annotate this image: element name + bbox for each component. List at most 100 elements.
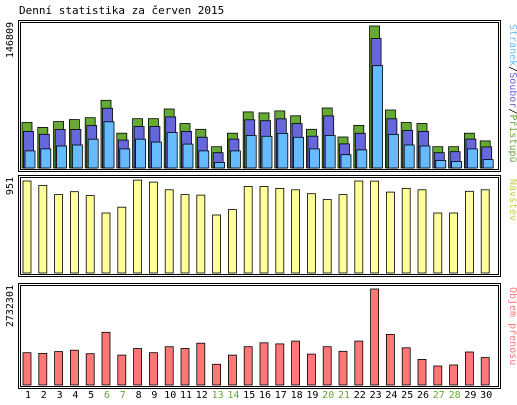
bar-hits-str-nek-25 xyxy=(403,144,415,169)
panel-frame xyxy=(18,20,501,172)
bar-visits-22 xyxy=(354,180,364,274)
bar-hits-str-nek-9 xyxy=(150,141,162,169)
bar-visits-14 xyxy=(227,209,237,274)
x-tick-label-27: 27 xyxy=(433,390,445,401)
y-max-label: 2732301 xyxy=(5,285,16,327)
legend-entry: Přístupů xyxy=(507,114,517,162)
bar-volume-5 xyxy=(85,353,95,386)
bar-volume-6 xyxy=(101,331,111,386)
bar-volume-15 xyxy=(243,346,253,386)
bar-visits-11 xyxy=(180,194,190,274)
legend-visits: Návštěv xyxy=(507,179,517,221)
bar-hits-str-nek-12 xyxy=(198,150,210,169)
bar-hits-str-nek-2 xyxy=(40,148,52,169)
bar-hits-str-nek-30 xyxy=(482,159,494,169)
x-axis-day-labels: 1 2 3 4 5 6 7 8 9 10 11 12 13 14 15 16 17 18 19 20 21 22 23 24 2… xyxy=(25,390,492,401)
bar-volume-14 xyxy=(227,354,237,386)
panel-visits: 951 Návštěv xyxy=(5,175,517,277)
bar-hits-str-nek-14 xyxy=(229,150,241,169)
bar-volume-20 xyxy=(322,346,332,386)
bar-visits-9 xyxy=(148,181,158,274)
x-tick-label-5: 5 xyxy=(88,390,94,401)
x-tick-label-23: 23 xyxy=(370,390,382,401)
bar-volume-17 xyxy=(275,343,285,386)
bar-volume-10 xyxy=(164,346,174,386)
x-tick-label-15: 15 xyxy=(243,390,255,401)
bar-visits-23 xyxy=(370,180,380,274)
x-tick-label-1: 1 xyxy=(25,390,31,401)
bar-hits-str-nek-24 xyxy=(387,133,399,169)
x-tick-label-20: 20 xyxy=(322,390,334,401)
x-tick-label-25: 25 xyxy=(401,390,413,401)
panel-inner-frame xyxy=(20,285,499,387)
bar-volume-4 xyxy=(70,349,79,386)
bar-hits-str-nek-23 xyxy=(372,65,384,169)
bar-volume-12 xyxy=(196,342,206,386)
y-max-label: 951 xyxy=(5,177,16,195)
bar-hits-str-nek-7 xyxy=(119,148,131,169)
bar-visits-26 xyxy=(417,189,427,274)
bar-volume-11 xyxy=(180,348,190,386)
panel-hits: 146809 Stránek/Soubor/Přístupů xyxy=(5,20,517,172)
bar-visits-13 xyxy=(212,214,222,274)
bar-hits-str-nek-4 xyxy=(72,144,83,169)
bar-visits-17 xyxy=(275,187,285,274)
bar-hits-str-nek-21 xyxy=(340,154,352,169)
bar-visits-29 xyxy=(464,190,474,274)
bar-visits-19 xyxy=(306,193,316,274)
bar-visits-18 xyxy=(291,189,301,274)
bar-visits-8 xyxy=(133,179,143,274)
x-tick-label-2: 2 xyxy=(41,390,47,401)
bar-volume-22 xyxy=(354,340,364,386)
x-tick-label-17: 17 xyxy=(275,390,287,401)
panel-inner-frame xyxy=(20,177,499,275)
bar-hits-str-nek-5 xyxy=(87,138,99,169)
x-tick-label-18: 18 xyxy=(291,390,303,401)
bar-hits-str-nek-22 xyxy=(356,149,368,169)
bar-volume-8 xyxy=(133,348,143,386)
bar-hits-str-nek-19 xyxy=(308,148,320,169)
x-tick-label-16: 16 xyxy=(259,390,271,401)
x-tick-label-26: 26 xyxy=(417,390,429,401)
bar-hits-str-nek-8 xyxy=(135,138,147,169)
bar-visits-15 xyxy=(243,185,253,274)
bar-hits-str-nek-10 xyxy=(166,132,178,169)
bar-visits-2 xyxy=(38,185,48,274)
bar-hits-str-nek-15 xyxy=(245,134,257,169)
x-tick-label-13: 13 xyxy=(212,390,224,401)
bar-hits-str-nek-11 xyxy=(182,143,194,169)
bar-visits-21 xyxy=(338,194,348,274)
panel-frame xyxy=(18,175,501,277)
bar-visits-16 xyxy=(259,185,269,274)
x-tick-label-30: 30 xyxy=(480,390,492,401)
bar-volume-9 xyxy=(148,352,158,386)
x-tick-label-29: 29 xyxy=(464,390,476,401)
bar-hits-str-nek-17 xyxy=(277,132,289,169)
bar-hits-str-nek-3 xyxy=(56,145,67,169)
chart-title: Denní statistika za červen 2015 xyxy=(19,4,224,17)
legend-hits: Stránek/Soubor/Přístupů xyxy=(507,24,517,163)
x-tick-label-11: 11 xyxy=(180,390,192,401)
bar-volume-19 xyxy=(306,353,316,386)
bar-volume-3 xyxy=(54,351,63,386)
bar-volume-16 xyxy=(259,342,269,386)
bar-hits-str-nek-16 xyxy=(261,135,273,169)
legend-entry: Stránek xyxy=(507,24,517,66)
x-tick-label-8: 8 xyxy=(136,390,142,401)
x-tick-label-14: 14 xyxy=(227,390,239,401)
x-tick-label-3: 3 xyxy=(57,390,63,401)
bar-visits-6 xyxy=(101,212,111,274)
bar-volume-25 xyxy=(401,347,411,386)
bar-hits-str-nek-20 xyxy=(324,134,336,169)
bar-volume-21 xyxy=(338,350,348,386)
bar-visits-25 xyxy=(401,187,411,274)
bar-volume-13 xyxy=(212,363,222,386)
bar-visits-1 xyxy=(22,180,32,274)
bar-volume-1 xyxy=(22,352,32,386)
x-tick-label-12: 12 xyxy=(196,390,208,401)
bar-visits-7 xyxy=(117,206,127,274)
bar-volume-28 xyxy=(449,364,459,386)
y-max-label: 146809 xyxy=(5,22,16,58)
panel-frame xyxy=(18,283,501,389)
